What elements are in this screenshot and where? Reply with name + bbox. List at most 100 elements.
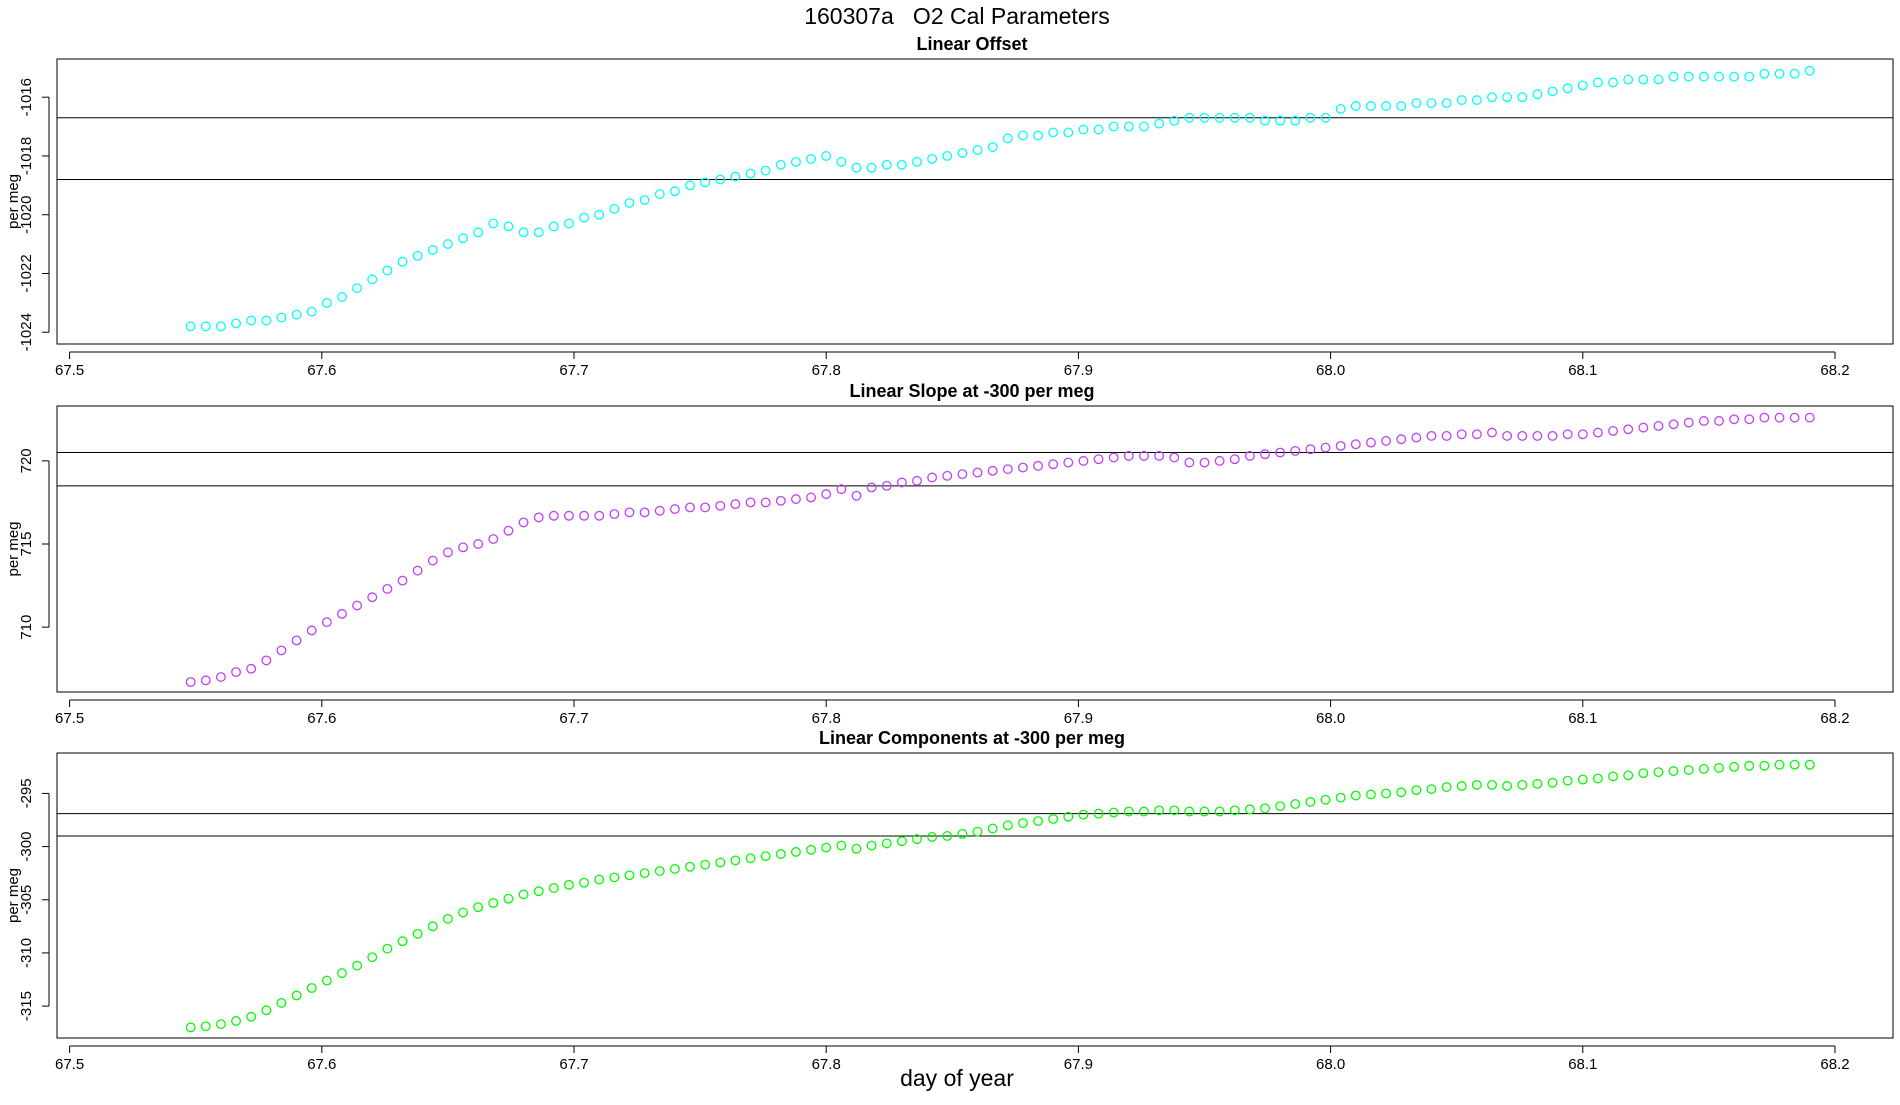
point: [231, 667, 242, 677]
point: [231, 1016, 242, 1026]
point: [1759, 68, 1770, 79]
point: [1547, 430, 1558, 441]
point: [1017, 462, 1028, 473]
point: [957, 469, 968, 480]
point: [987, 465, 998, 476]
point: [503, 893, 514, 904]
point: [1729, 414, 1740, 425]
point: [1335, 103, 1346, 114]
point: [1441, 430, 1452, 441]
point: [1592, 773, 1603, 784]
point: [1456, 781, 1467, 791]
point: [1608, 771, 1619, 782]
point: [1366, 789, 1376, 800]
point: [1335, 440, 1346, 451]
point: [639, 195, 650, 205]
point: [533, 512, 544, 523]
x-tick-label: 67.9: [1064, 1056, 1093, 1073]
point: [1608, 425, 1619, 436]
point: [1744, 71, 1755, 82]
point: [700, 859, 711, 870]
point: [1532, 778, 1543, 789]
point: [503, 221, 514, 232]
point: [912, 834, 922, 845]
point: [548, 221, 559, 232]
y-tick-label: -1016: [18, 78, 35, 116]
point: [790, 156, 801, 167]
point: [806, 492, 817, 503]
point: [427, 555, 438, 566]
point: [1562, 429, 1573, 440]
point: [1396, 101, 1407, 111]
point: [246, 663, 257, 674]
point: [215, 1019, 226, 1030]
point: [503, 525, 514, 536]
point: [927, 153, 938, 164]
point: [1502, 92, 1513, 103]
point: [1668, 766, 1679, 777]
point: [518, 517, 529, 528]
point: [836, 156, 847, 167]
point: [1275, 115, 1286, 126]
point: [1335, 792, 1346, 803]
point: [1608, 77, 1619, 88]
point: [1623, 770, 1634, 781]
x-tick-label: 68.0: [1316, 710, 1345, 727]
point: [836, 484, 847, 495]
point: [1411, 432, 1422, 443]
point: [715, 857, 726, 868]
point: [1002, 820, 1013, 831]
point: [1048, 127, 1059, 138]
point: [1532, 89, 1543, 100]
point: [912, 475, 922, 486]
point: [1729, 761, 1740, 772]
point: [246, 1011, 257, 1022]
point: [1320, 794, 1331, 805]
point: [276, 312, 287, 323]
plot-frame: [56, 405, 1894, 693]
point: [564, 510, 574, 521]
point: [1774, 68, 1785, 79]
point: [458, 907, 468, 918]
point: [1562, 775, 1573, 786]
point: [185, 1022, 196, 1033]
point: [1623, 74, 1634, 85]
point: [896, 477, 907, 488]
point: [821, 151, 832, 161]
point: [685, 861, 695, 872]
point: [1744, 414, 1755, 425]
point: [1729, 71, 1740, 82]
point: [1592, 77, 1603, 88]
x-tick-label: 67.7: [559, 362, 588, 379]
point: [775, 849, 786, 859]
point: [1290, 799, 1301, 809]
point: [1456, 95, 1467, 106]
point: [579, 510, 590, 521]
x-tick-label: 67.9: [1064, 710, 1093, 727]
point: [1653, 74, 1664, 85]
point: [1532, 430, 1543, 441]
x-tick-label: 67.8: [812, 362, 841, 379]
x-tick-label: 67.7: [559, 710, 588, 727]
point: [639, 868, 650, 879]
point: [488, 534, 499, 544]
y-axis-label: per meg: [5, 868, 22, 923]
point: [276, 645, 287, 656]
point: [700, 177, 711, 188]
x-tick-label: 67.6: [307, 710, 336, 727]
point: [397, 936, 408, 947]
point: [790, 846, 801, 857]
point: [1668, 71, 1679, 82]
point: [685, 502, 695, 513]
point: [1093, 124, 1104, 135]
point: [1305, 796, 1316, 807]
point: [1789, 68, 1800, 79]
point: [1123, 450, 1134, 461]
point: [1017, 130, 1028, 141]
y-tick-label: 715: [18, 531, 35, 556]
point: [306, 625, 317, 636]
point: [1502, 781, 1513, 791]
plot-frame: [56, 58, 1894, 345]
panel-title: Linear Offset: [916, 34, 1027, 54]
